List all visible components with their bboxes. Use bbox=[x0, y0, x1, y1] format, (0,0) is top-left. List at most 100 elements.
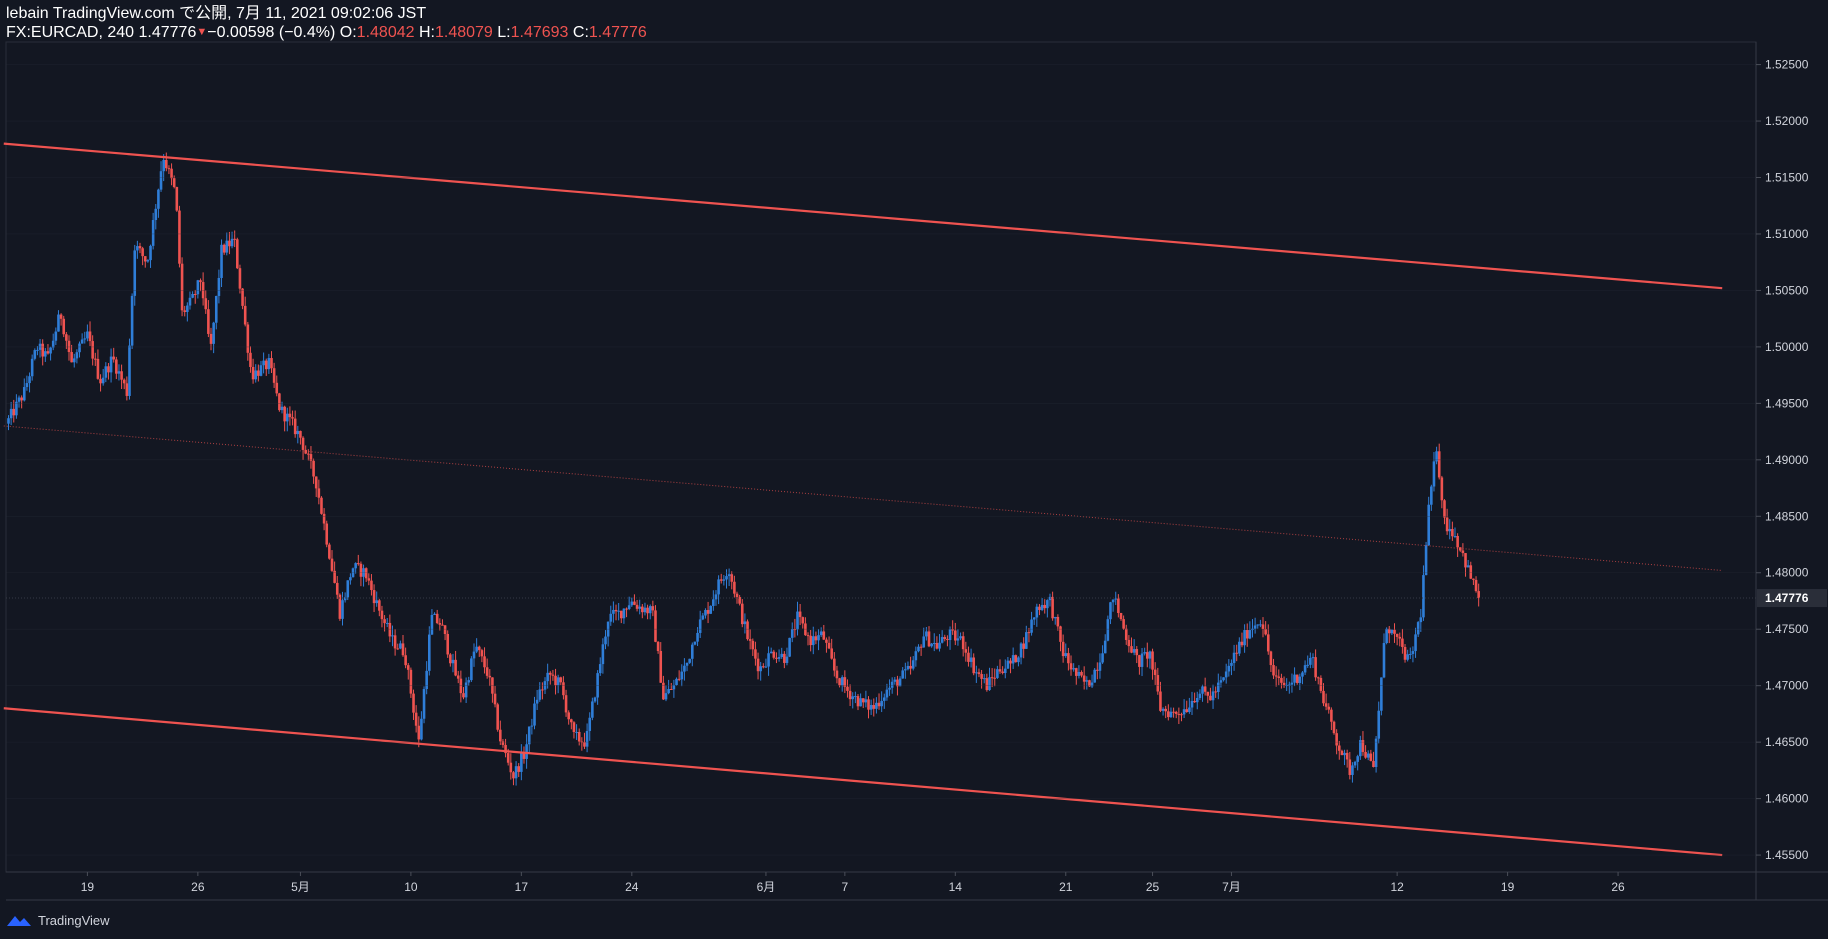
candle-body bbox=[993, 677, 997, 679]
candle-body bbox=[669, 688, 673, 690]
candle-body bbox=[651, 606, 655, 611]
candle-body bbox=[175, 187, 179, 211]
candle-body bbox=[838, 678, 841, 686]
time-tick-label: 24 bbox=[625, 880, 639, 894]
candle-body bbox=[367, 578, 371, 581]
candle-body bbox=[275, 382, 279, 394]
candle-body bbox=[1309, 657, 1312, 665]
candle-body bbox=[1282, 682, 1286, 686]
candle-body bbox=[62, 318, 66, 335]
candle-body bbox=[798, 611, 802, 618]
candle-body bbox=[1035, 606, 1039, 618]
candle-body bbox=[1382, 643, 1386, 678]
candle-body bbox=[1164, 708, 1167, 712]
candle-body bbox=[1330, 709, 1333, 722]
candle-body bbox=[885, 689, 889, 698]
price-tick-label: 1.50000 bbox=[1765, 340, 1809, 354]
candle-body bbox=[257, 370, 260, 376]
candle-body bbox=[443, 625, 447, 635]
candle-body bbox=[1188, 707, 1191, 712]
candle-body bbox=[1174, 711, 1178, 714]
candle-body bbox=[551, 674, 555, 676]
candle-body bbox=[1256, 624, 1260, 626]
channel-midline-line[interactable] bbox=[3, 425, 1723, 571]
candle-body bbox=[562, 682, 565, 696]
candle-body bbox=[1272, 665, 1275, 676]
candle-body bbox=[38, 343, 42, 350]
candle-body bbox=[1119, 612, 1123, 620]
candle-body bbox=[730, 574, 734, 582]
price-tick-label: 1.45500 bbox=[1765, 848, 1809, 862]
candle-body bbox=[54, 331, 58, 341]
candle-body bbox=[1314, 657, 1317, 678]
candle-body bbox=[414, 712, 418, 726]
time-tick-label: 17 bbox=[515, 880, 529, 894]
candle-body bbox=[1387, 628, 1391, 634]
candle-body bbox=[630, 601, 634, 606]
candle-body bbox=[1261, 624, 1265, 629]
candle-body bbox=[320, 497, 323, 514]
candle-body bbox=[1032, 617, 1036, 620]
candle-body bbox=[1345, 752, 1349, 760]
candle-body bbox=[548, 672, 552, 675]
channel-lines[interactable] bbox=[3, 142, 1723, 857]
candles bbox=[7, 152, 1480, 786]
candle-body bbox=[1019, 643, 1023, 658]
candle-body bbox=[157, 189, 160, 209]
candle-body bbox=[1398, 636, 1402, 639]
candle-body bbox=[1408, 653, 1412, 655]
price-tick-label: 1.46500 bbox=[1765, 735, 1809, 749]
candle-body bbox=[464, 682, 468, 698]
candle-body bbox=[559, 677, 563, 683]
last-price: 1.47776 bbox=[138, 24, 197, 41]
candle-body bbox=[167, 168, 171, 170]
candle-body bbox=[541, 689, 544, 691]
candle-body bbox=[996, 669, 999, 678]
candle-body bbox=[959, 636, 962, 639]
candle-body bbox=[1172, 711, 1175, 713]
channel-upper-line[interactable] bbox=[3, 142, 1723, 290]
candle-body bbox=[1180, 714, 1183, 716]
time-axis[interactable]: 19 26 5月 10 17 24 6月 7 14 21 25 7月 12 19 26 bbox=[81, 872, 1625, 894]
candle-body bbox=[225, 240, 229, 253]
candle-body bbox=[1353, 761, 1357, 766]
current-price-tag bbox=[1757, 589, 1827, 608]
candle-body bbox=[601, 644, 605, 665]
candle-body bbox=[783, 653, 786, 663]
candle-body bbox=[1130, 646, 1133, 653]
candle-body bbox=[1022, 643, 1025, 649]
candle-body bbox=[893, 679, 897, 682]
candle-body bbox=[1027, 632, 1031, 634]
candle-body bbox=[1474, 579, 1478, 592]
candle-body bbox=[706, 610, 710, 614]
candle-body bbox=[546, 672, 549, 682]
channel-lower-line[interactable] bbox=[3, 707, 1723, 857]
candle-body bbox=[988, 677, 991, 691]
candle-body bbox=[428, 634, 431, 671]
candle-body bbox=[604, 636, 607, 645]
candle-body bbox=[328, 544, 331, 559]
price-axis[interactable]: 1.52500 1.52000 1.51500 1.51000 1.50500 1.500… bbox=[6, 58, 1827, 862]
candle-body bbox=[1122, 619, 1125, 629]
down-arrow-icon: ▼ bbox=[196, 26, 208, 38]
candle-body bbox=[833, 658, 836, 671]
candle-body bbox=[236, 239, 239, 269]
candle-body bbox=[454, 659, 457, 676]
candle-body bbox=[44, 351, 47, 357]
candle-body bbox=[15, 401, 18, 416]
candle-body bbox=[1043, 604, 1047, 609]
candle-body bbox=[685, 662, 689, 666]
candle-body bbox=[961, 636, 965, 650]
candle-body bbox=[556, 677, 560, 686]
candle-body bbox=[677, 678, 681, 680]
candle-body bbox=[627, 605, 631, 610]
candle-body bbox=[183, 310, 187, 312]
candle-body bbox=[1319, 677, 1323, 691]
candle-body bbox=[9, 408, 13, 419]
candle-body bbox=[535, 699, 539, 704]
candle-body bbox=[830, 648, 833, 659]
candle-body bbox=[1380, 677, 1383, 711]
candle-body bbox=[1103, 640, 1107, 654]
candle-body bbox=[1340, 750, 1344, 756]
